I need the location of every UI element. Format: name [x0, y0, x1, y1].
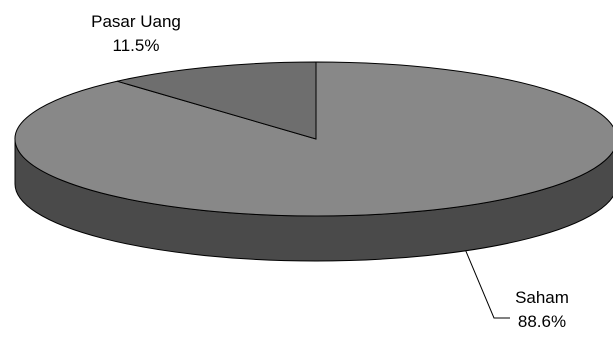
- slice-value-saham: 88.6%: [518, 312, 566, 331]
- pie-slice-pasar-uang: [116, 61, 317, 140]
- slice-label-pasar-uang: Pasar Uang: [91, 12, 181, 31]
- leader-lines: [465, 250, 510, 319]
- leader-line-saham: [465, 250, 510, 319]
- pie-slice-saham: [14, 61, 613, 217]
- pie-3d-body: [14, 61, 613, 262]
- slice-value-pasar-uang: 11.5%: [113, 36, 160, 55]
- slice-label-saham: Saham: [515, 288, 569, 307]
